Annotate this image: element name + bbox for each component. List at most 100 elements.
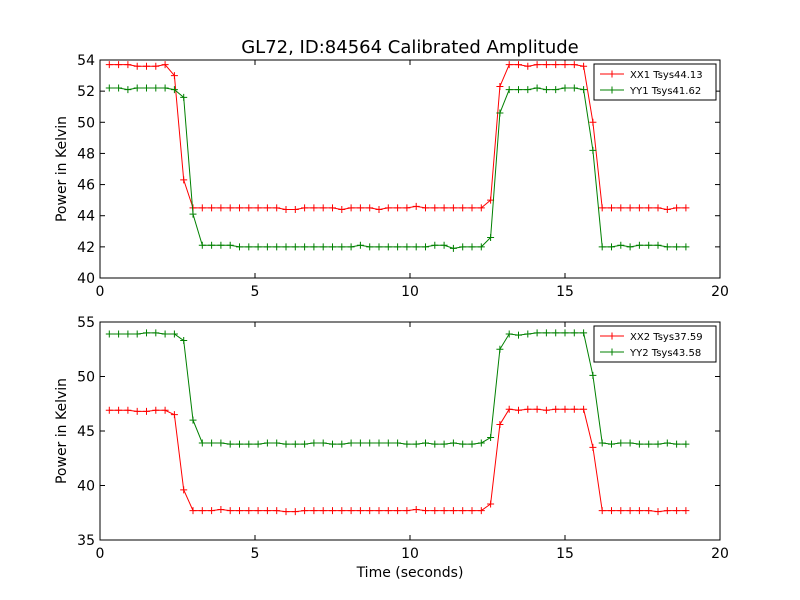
panel2-series-2-point [663,439,671,447]
panel2-series-1-point [124,406,132,414]
panel2-y-tick-label: 50 [77,370,95,386]
panel2-series-2-point [403,440,411,448]
panel1-series-2-point [580,86,588,94]
panel2-series-1-point [133,407,141,415]
panel1-series-1-point [468,204,476,212]
panel2-series-2-point [477,439,485,447]
panel1-legend-entry-2-marker [608,86,616,94]
panel2-series-2-point [598,439,606,447]
panel2-legend-box [593,325,717,363]
panel1-series-2-point [487,234,495,242]
panel2-series-2-point [329,440,336,448]
panel1-series-2-point [236,243,243,251]
panel2-series-2-point [105,330,113,338]
panel2-series-2-point [524,330,532,338]
panel1-series-2-point [477,243,485,251]
panel1-series-2-point [133,84,141,92]
panel2-x-tick-label: 0 [96,546,105,562]
panel1-y-tick-label: 54 [77,53,95,69]
panel1-series-2-point [217,241,225,249]
panel2-series-2-point [440,440,448,448]
panel2-y-tick-label: 40 [77,479,95,495]
panel1-legend-entry-2-label: YY1 Tsys41.62 [629,86,701,97]
panel1-x-tick-label: 0 [96,284,105,300]
panel1-series-1-point [533,61,541,69]
panel1-legend-entry-1-marker [608,70,616,78]
panel1-series-1-point [115,61,123,69]
panel2-series-1-point [282,508,290,516]
panel2-legend-entry-2-marker [608,348,616,356]
panel2-series-1-point [654,508,662,516]
panel2-series-1-point [431,507,439,515]
panel2-series-1-point [422,507,429,515]
panel1-series-1-point [338,205,346,213]
panel1-series-2-point [170,86,178,94]
panel1-series-1-point [291,205,299,213]
panel2-series-1-point [329,507,336,515]
panel2-series-1-point [570,405,578,413]
panel2-series-2-point [143,329,150,337]
panel2-series-2-point [124,330,132,338]
panel1-series-2-point [626,243,634,251]
bottom-amplitude-panel: 0 5 10 15 20 35 40 45 50 55 Power in Kelvin Time (s… [54,315,729,581]
panel2-series-1-point [161,406,169,414]
panel1-y-tick-label: 40 [77,271,95,287]
panel1-series-2-point [384,243,392,251]
panel2-series-1-point [608,507,615,515]
panel2-series-2-point [515,331,522,339]
panel1-series-1-point [561,61,569,69]
panel2-x-tick-label: 5 [251,546,260,562]
panel2-series-2-point [245,440,253,448]
panel1-series-2-point [198,241,206,249]
panel2-series-1-point [394,507,402,515]
panel1-series-2-point [589,146,597,154]
panel2-series-1-point [663,507,671,515]
panel1-series-1-point [208,204,216,212]
panel2-series-1-point [217,505,225,513]
panel1-series-1-point [394,204,402,212]
panel1-series-1-point [105,61,113,69]
panel2-series-1-point [180,486,188,494]
panel2-series-2-point [208,439,216,447]
panel1-series-1-point [673,204,681,212]
panel2-series-1-point [533,405,541,413]
panel1-series-1-point [598,204,606,212]
panel2-series-1-point [254,507,262,515]
panel1-series-2-point [635,241,643,249]
panel2-series-2-point [645,440,653,448]
panel2-series-1-point [598,507,606,515]
panel2-series-2-point [170,330,178,338]
panel2-series-2-point [394,439,402,447]
panel2-series-2-point [133,330,141,338]
panel1-series-2-point [254,243,262,251]
panel2-series-1-point [115,406,123,414]
panel2-series-2-point [505,330,513,338]
panel2-series-2-point [552,329,560,337]
panel2-series-1-point [356,507,364,515]
panel2-y-axis-label: Power in Kelvin [54,378,70,484]
panel2-series-1-point [347,507,355,515]
panel1-y-tick-label: 50 [77,115,95,131]
panel1-series-1-point [356,204,364,212]
panel2-series-1-point [542,406,550,414]
panel2-y-tick-label: 35 [77,533,95,549]
panel1-series-1-point [319,204,327,212]
panel1-series-2-point [180,93,188,101]
panel2-series-1-point [459,507,467,515]
panel1-series-2-point [115,84,123,92]
panel1-series-1-point [608,204,615,212]
panel2-series-2-point [198,439,206,447]
panel1-series-1-point [440,204,448,212]
panel1-series-2-point [301,243,309,251]
panel2-series-2-point [617,439,625,447]
panel1-series-2-point [422,243,429,251]
panel1-series-2-point [226,241,234,249]
panel1-series-2-point [645,241,653,249]
panel2-series-1-point [440,507,448,515]
panel1-series-1-point [542,61,550,69]
panel1-series-2-point [375,243,383,251]
panel1-legend: XX1 Tsys44.13 YY1 Tsys41.62 [593,63,717,101]
panel1-series-2-point [533,84,541,92]
panel2-series-2-point [338,440,346,448]
panel2-series-1-point [477,507,485,515]
